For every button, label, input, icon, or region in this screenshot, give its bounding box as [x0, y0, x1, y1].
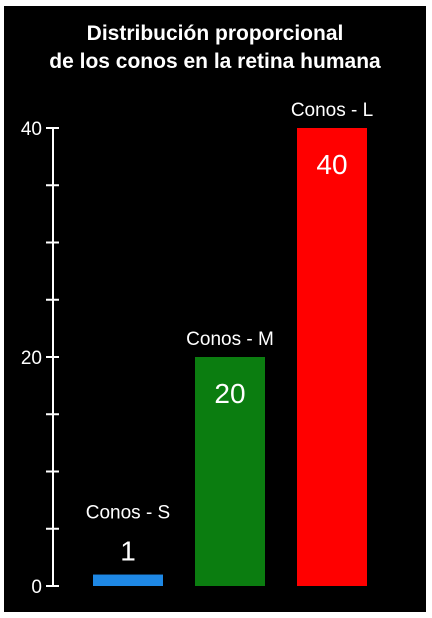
bar-chart-plot: 0 20 40 Conos - S 1 Conos - M 20 Conos - L 40 — [21, 100, 373, 598]
data-label: 1 — [120, 536, 136, 567]
category-label: Conos - M — [186, 329, 274, 350]
y-tick-label: 0 — [31, 577, 42, 598]
bar-1 — [93, 574, 163, 586]
category-label: Conos - L — [291, 100, 373, 121]
bar-3 — [297, 128, 367, 586]
chart-frame: Distribución proporcional de los conos e… — [4, 6, 426, 612]
chart-title-line-1: Distribución proporcional — [86, 22, 344, 45]
chart-title-line-2: de los conos en la retina humana — [49, 50, 381, 73]
data-label: 20 — [214, 378, 245, 409]
y-tick-label: 40 — [21, 119, 42, 140]
chart-title: Distribución proporcional de los conos e… — [4, 20, 426, 76]
bar-2 — [195, 357, 265, 586]
category-label: Conos - S — [86, 503, 170, 524]
data-label: 40 — [316, 149, 347, 180]
y-tick-label: 20 — [21, 348, 42, 369]
